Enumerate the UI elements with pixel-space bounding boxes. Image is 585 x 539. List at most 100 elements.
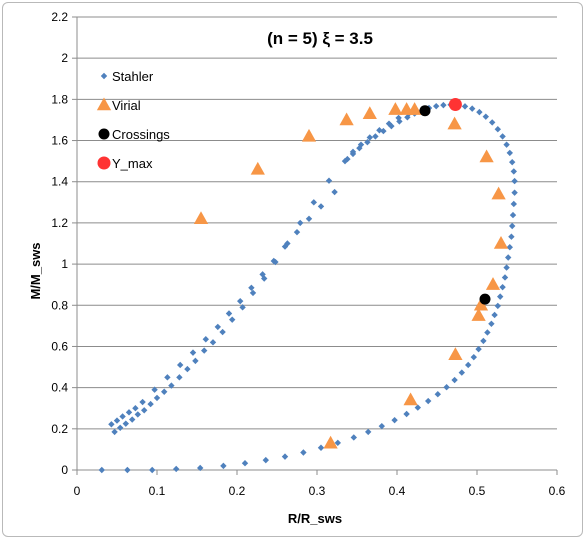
y-tick-label: 0.4 bbox=[51, 381, 68, 395]
data-marks bbox=[98, 98, 518, 474]
y-tick-label: 0.2 bbox=[51, 422, 68, 436]
stahler-point bbox=[461, 103, 469, 110]
stahler-point bbox=[505, 254, 512, 261]
legend-marker bbox=[98, 128, 110, 140]
stahler-point bbox=[443, 384, 450, 391]
y-axis-title: M/M_sws bbox=[28, 242, 43, 299]
stahler-point bbox=[164, 374, 171, 381]
virial-point bbox=[193, 211, 209, 225]
stahler-point bbox=[469, 105, 476, 112]
y-tick-label: 2.2 bbox=[51, 10, 68, 24]
stahler-point bbox=[349, 148, 357, 156]
stahler-point bbox=[366, 134, 373, 141]
stahler-point bbox=[239, 304, 246, 311]
stahler-point bbox=[509, 222, 516, 230]
stahler-point bbox=[305, 215, 313, 222]
x-tick-label: 0.5 bbox=[469, 484, 486, 498]
stahler-point bbox=[111, 428, 118, 436]
stahler-point bbox=[168, 382, 175, 389]
stahler-point bbox=[132, 405, 139, 412]
stahler-point bbox=[376, 127, 383, 134]
virial-point bbox=[447, 116, 462, 130]
stahler-point bbox=[494, 302, 501, 310]
stahler-point bbox=[201, 347, 208, 354]
stahler-point bbox=[125, 409, 133, 416]
legend-label: Virial bbox=[112, 98, 141, 113]
stahler-point bbox=[259, 271, 266, 278]
stahler-point bbox=[484, 329, 491, 336]
virial-point bbox=[250, 161, 265, 175]
stahler-point bbox=[510, 168, 517, 175]
stahler-point bbox=[364, 138, 371, 146]
stahler-point bbox=[202, 336, 209, 343]
virial-point bbox=[407, 102, 422, 115]
stahler-point bbox=[482, 113, 489, 120]
stahler-point bbox=[433, 102, 440, 110]
stahler-point bbox=[378, 422, 385, 430]
series-crossings bbox=[419, 105, 491, 305]
stahler-point bbox=[365, 428, 372, 436]
stahler-point bbox=[262, 456, 269, 464]
legend-marker bbox=[97, 156, 111, 170]
stahler-point bbox=[189, 349, 197, 356]
stahler-point bbox=[341, 157, 349, 165]
legend-entry: Crossings bbox=[98, 127, 170, 142]
stahler-point bbox=[310, 199, 317, 206]
stahler-point bbox=[491, 311, 498, 319]
stahler-point bbox=[372, 133, 379, 140]
virial-point bbox=[323, 435, 338, 449]
stahler-point bbox=[119, 413, 126, 420]
stahler-point bbox=[391, 416, 398, 424]
series-virial bbox=[193, 102, 509, 449]
y-tick-label: 1.8 bbox=[51, 92, 68, 106]
stahler-point bbox=[98, 466, 105, 474]
stahler-point bbox=[350, 434, 357, 441]
stahler-point bbox=[331, 188, 338, 196]
stahler-point bbox=[293, 228, 301, 236]
x-tick-label: 0.2 bbox=[229, 484, 246, 498]
stahler-point bbox=[249, 289, 257, 297]
virial-point bbox=[491, 186, 506, 200]
stahler-point bbox=[225, 310, 233, 317]
stahler-point bbox=[510, 200, 517, 208]
stahler-point bbox=[241, 460, 249, 467]
stahler-point bbox=[197, 464, 204, 472]
stahler-point bbox=[192, 357, 199, 365]
series-y-max bbox=[448, 98, 462, 112]
stahler-point bbox=[325, 177, 333, 184]
stahler-point bbox=[173, 465, 180, 473]
stahler-point bbox=[219, 328, 226, 336]
stahler-point bbox=[129, 416, 136, 423]
stahler-point bbox=[385, 120, 393, 127]
stahler-point bbox=[134, 411, 141, 418]
stahler-point bbox=[489, 119, 496, 126]
stahler-point bbox=[151, 386, 158, 393]
x-tick-label: 0 bbox=[74, 484, 81, 498]
gridlines bbox=[77, 16, 557, 430]
y-tick-label: 0 bbox=[61, 463, 68, 477]
stahler-point bbox=[149, 466, 156, 474]
stahler-point bbox=[480, 337, 487, 345]
stahler-point bbox=[501, 274, 509, 281]
stahler-point bbox=[124, 466, 131, 474]
stahler-point bbox=[176, 374, 183, 381]
stahler-point bbox=[214, 323, 221, 331]
x-tick-label: 0.6 bbox=[549, 484, 566, 498]
y-tick-label: 1.4 bbox=[51, 175, 68, 189]
stahler-point bbox=[440, 101, 447, 109]
y-tick-labels: 0 0.2 0.4 0.6 0.8 1 1.2 1.4 1.6 1.8 2 2.2 bbox=[51, 10, 68, 477]
stahler-point bbox=[139, 398, 146, 406]
stahler-point bbox=[503, 141, 510, 148]
y-tick-label: 1.6 bbox=[51, 134, 68, 148]
legend-entry: Virial bbox=[96, 97, 141, 113]
legend-entry: Stahler bbox=[100, 69, 154, 84]
x-tick-label: 0.3 bbox=[309, 484, 326, 498]
stahler-point bbox=[497, 293, 504, 300]
stahler-point bbox=[248, 284, 255, 291]
stahler-point bbox=[317, 444, 325, 451]
stahler-point bbox=[237, 297, 244, 305]
y-tick-label: 1.2 bbox=[51, 216, 68, 230]
virial-point bbox=[479, 149, 494, 163]
stahler-point bbox=[511, 177, 518, 185]
